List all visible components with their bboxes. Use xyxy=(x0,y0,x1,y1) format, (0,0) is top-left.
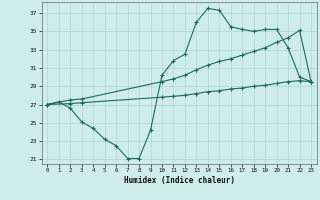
X-axis label: Humidex (Indice chaleur): Humidex (Indice chaleur) xyxy=(124,176,235,185)
